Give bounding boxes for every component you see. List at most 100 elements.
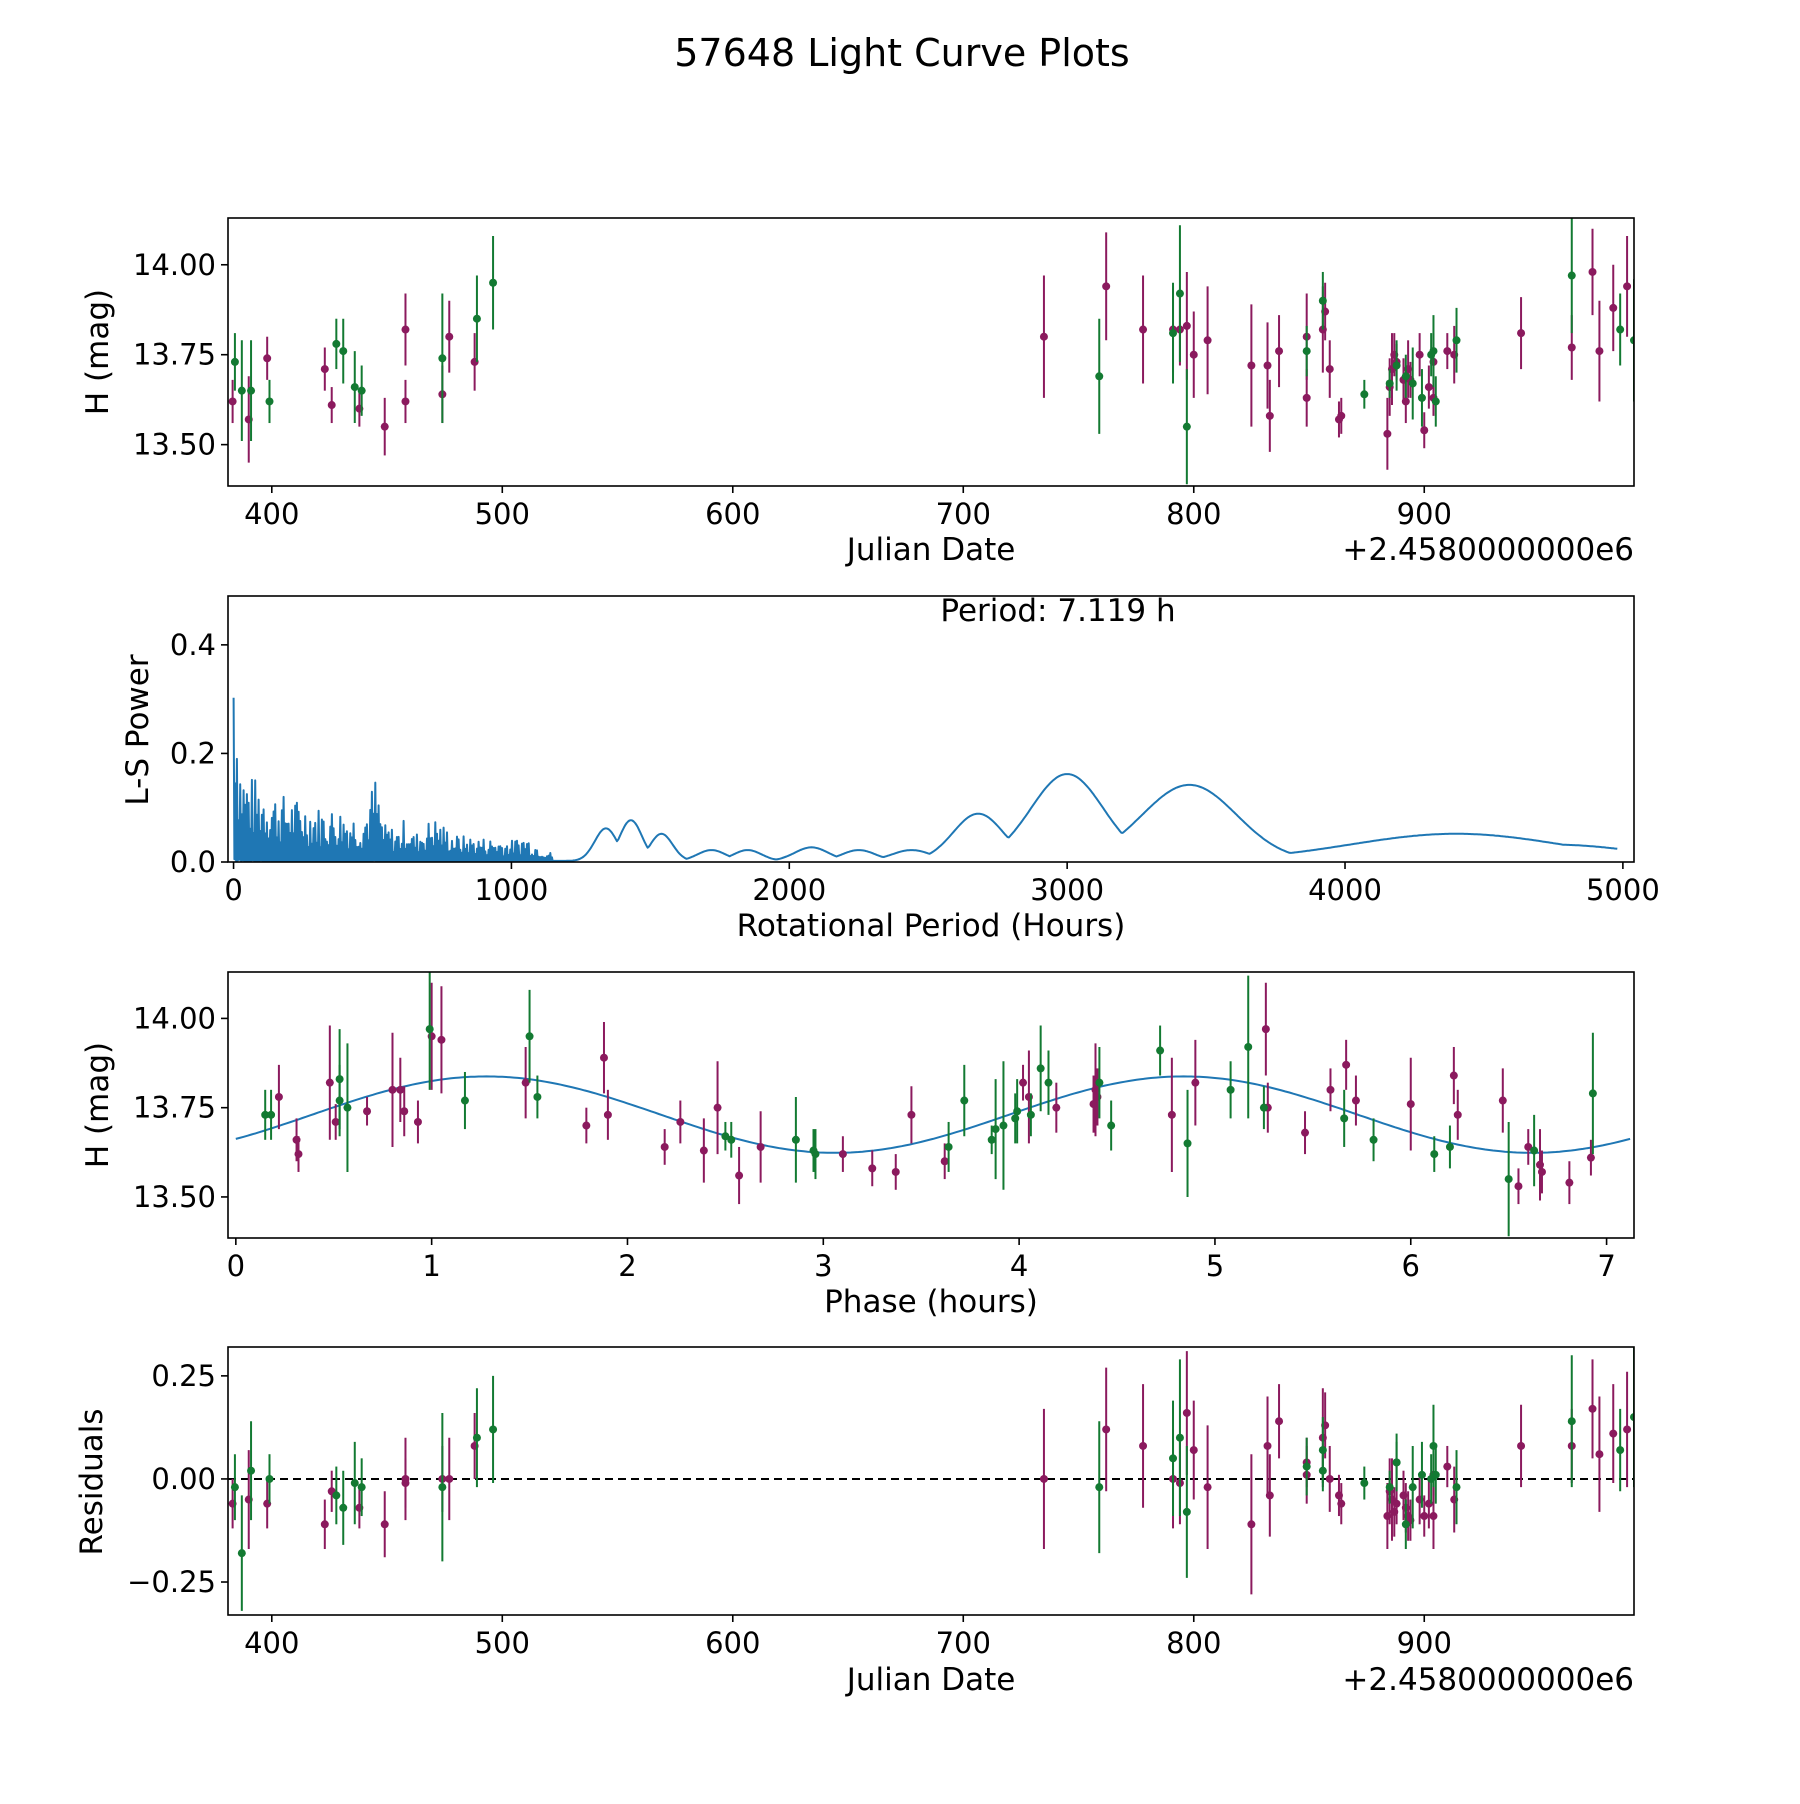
light-curve-xlabel: Julian Date <box>845 532 1016 568</box>
point-marker <box>944 1142 953 1151</box>
point-marker <box>1369 1135 1378 1144</box>
point-marker <box>261 1110 270 1119</box>
point-marker <box>363 1107 372 1116</box>
green-data-point <box>1302 1437 1311 1496</box>
point-marker <box>1417 1470 1426 1479</box>
green-data-point <box>332 318 341 370</box>
point-marker <box>350 383 359 392</box>
point-marker <box>1417 393 1426 402</box>
purple-data-point <box>1189 1400 1198 1500</box>
y-tick-label: 13.75 <box>133 338 216 372</box>
point-marker <box>1530 1146 1539 1155</box>
green-data-point <box>1392 1441 1401 1484</box>
green-data-point <box>230 333 239 391</box>
purple-data-point <box>1326 1068 1335 1112</box>
purple-data-point <box>1039 1408 1048 1550</box>
purple-data-point <box>1203 1425 1212 1550</box>
x-tick-label: 4000 <box>1308 873 1382 907</box>
point-marker <box>230 357 239 366</box>
point-marker <box>1189 350 1198 359</box>
point-marker <box>332 1491 341 1500</box>
green-data-point <box>472 1388 481 1488</box>
purple-data-point <box>1325 1445 1334 1512</box>
point-marker <box>1401 1520 1410 1529</box>
point-marker <box>357 1483 366 1492</box>
residuals-axes-frame <box>227 1346 1635 1616</box>
x-tick-label: 5 <box>1206 1249 1224 1283</box>
purple-data-point <box>1565 1161 1574 1205</box>
y-tick-label: 14.00 <box>133 1001 216 1035</box>
point-marker <box>1325 365 1334 374</box>
green-data-point <box>438 1412 447 1562</box>
point-marker <box>1301 1128 1310 1137</box>
green-data-point <box>1175 1359 1184 1517</box>
point-marker <box>1452 336 1461 345</box>
point-marker <box>1429 347 1438 356</box>
green-data-point <box>960 1064 969 1137</box>
purple-data-point <box>413 1100 422 1144</box>
green-data-point <box>1630 279 1634 402</box>
point-marker <box>1616 325 1625 334</box>
point-marker <box>533 1092 542 1101</box>
point-marker <box>489 1425 498 1434</box>
purple-data-point <box>445 1437 454 1521</box>
purple-data-point <box>868 1150 877 1187</box>
periodogram-xlabel: Rotational Period (Hours) <box>737 908 1126 944</box>
point-marker <box>400 1107 409 1116</box>
y-tick-label: 0.4 <box>170 628 216 662</box>
purple-data-point <box>400 1086 409 1137</box>
green-data-point <box>1318 1450 1327 1492</box>
y-tick-label: −0.25 <box>127 1565 216 1599</box>
point-marker <box>325 1078 334 1087</box>
green-data-point <box>1452 1450 1461 1525</box>
green-data-point <box>1244 975 1253 1119</box>
point-marker <box>1443 1462 1452 1471</box>
point-marker <box>1261 1025 1270 1034</box>
purple-data-point <box>713 1061 722 1155</box>
purple-data-point <box>1537 1150 1546 1194</box>
point-marker <box>721 1132 730 1141</box>
point-marker <box>1302 393 1311 402</box>
point-marker <box>247 386 256 395</box>
point-marker <box>1013 1107 1022 1116</box>
point-marker <box>907 1110 916 1119</box>
green-data-point <box>1504 1121 1513 1237</box>
point-marker <box>267 1110 276 1119</box>
point-marker <box>339 1503 348 1512</box>
point-marker <box>1052 1103 1061 1112</box>
green-data-point <box>1401 1499 1410 1550</box>
purple-data-point <box>1351 1075 1360 1126</box>
point-marker <box>1107 1121 1116 1130</box>
point-marker <box>1567 271 1576 280</box>
purple-data-point <box>1342 1039 1351 1090</box>
purple-data-point <box>1052 1082 1061 1133</box>
x-tick-label: 500 <box>475 497 530 531</box>
y-tick-label: 0.0 <box>170 845 216 879</box>
green-data-point <box>247 340 256 442</box>
purple-data-point <box>325 1025 334 1140</box>
point-marker <box>1443 347 1452 356</box>
purple-data-point <box>1383 397 1392 470</box>
purple-data-point <box>1524 1129 1533 1165</box>
point-marker <box>1445 1142 1454 1151</box>
point-marker <box>247 1466 256 1475</box>
green-data-point <box>1259 1086 1268 1130</box>
purple-data-point <box>1189 311 1198 398</box>
green-data-point <box>230 1454 239 1521</box>
point-marker <box>350 1479 359 1488</box>
point-marker <box>472 314 481 323</box>
purple-data-point <box>1588 1359 1597 1459</box>
green-data-point <box>1107 1100 1116 1151</box>
purple-data-point <box>1415 333 1424 377</box>
purple-data-point <box>1514 1168 1523 1205</box>
green-data-point <box>1616 293 1625 366</box>
point-marker <box>1567 1417 1576 1426</box>
point-marker <box>1449 1071 1458 1080</box>
point-marker <box>489 278 498 287</box>
purple-data-point <box>327 387 336 424</box>
green-data-point <box>533 1075 542 1119</box>
green-data-point <box>1417 369 1426 427</box>
point-marker <box>1420 426 1429 435</box>
purple-data-point <box>1406 1057 1415 1151</box>
y-tick-label: 14.00 <box>133 248 216 282</box>
